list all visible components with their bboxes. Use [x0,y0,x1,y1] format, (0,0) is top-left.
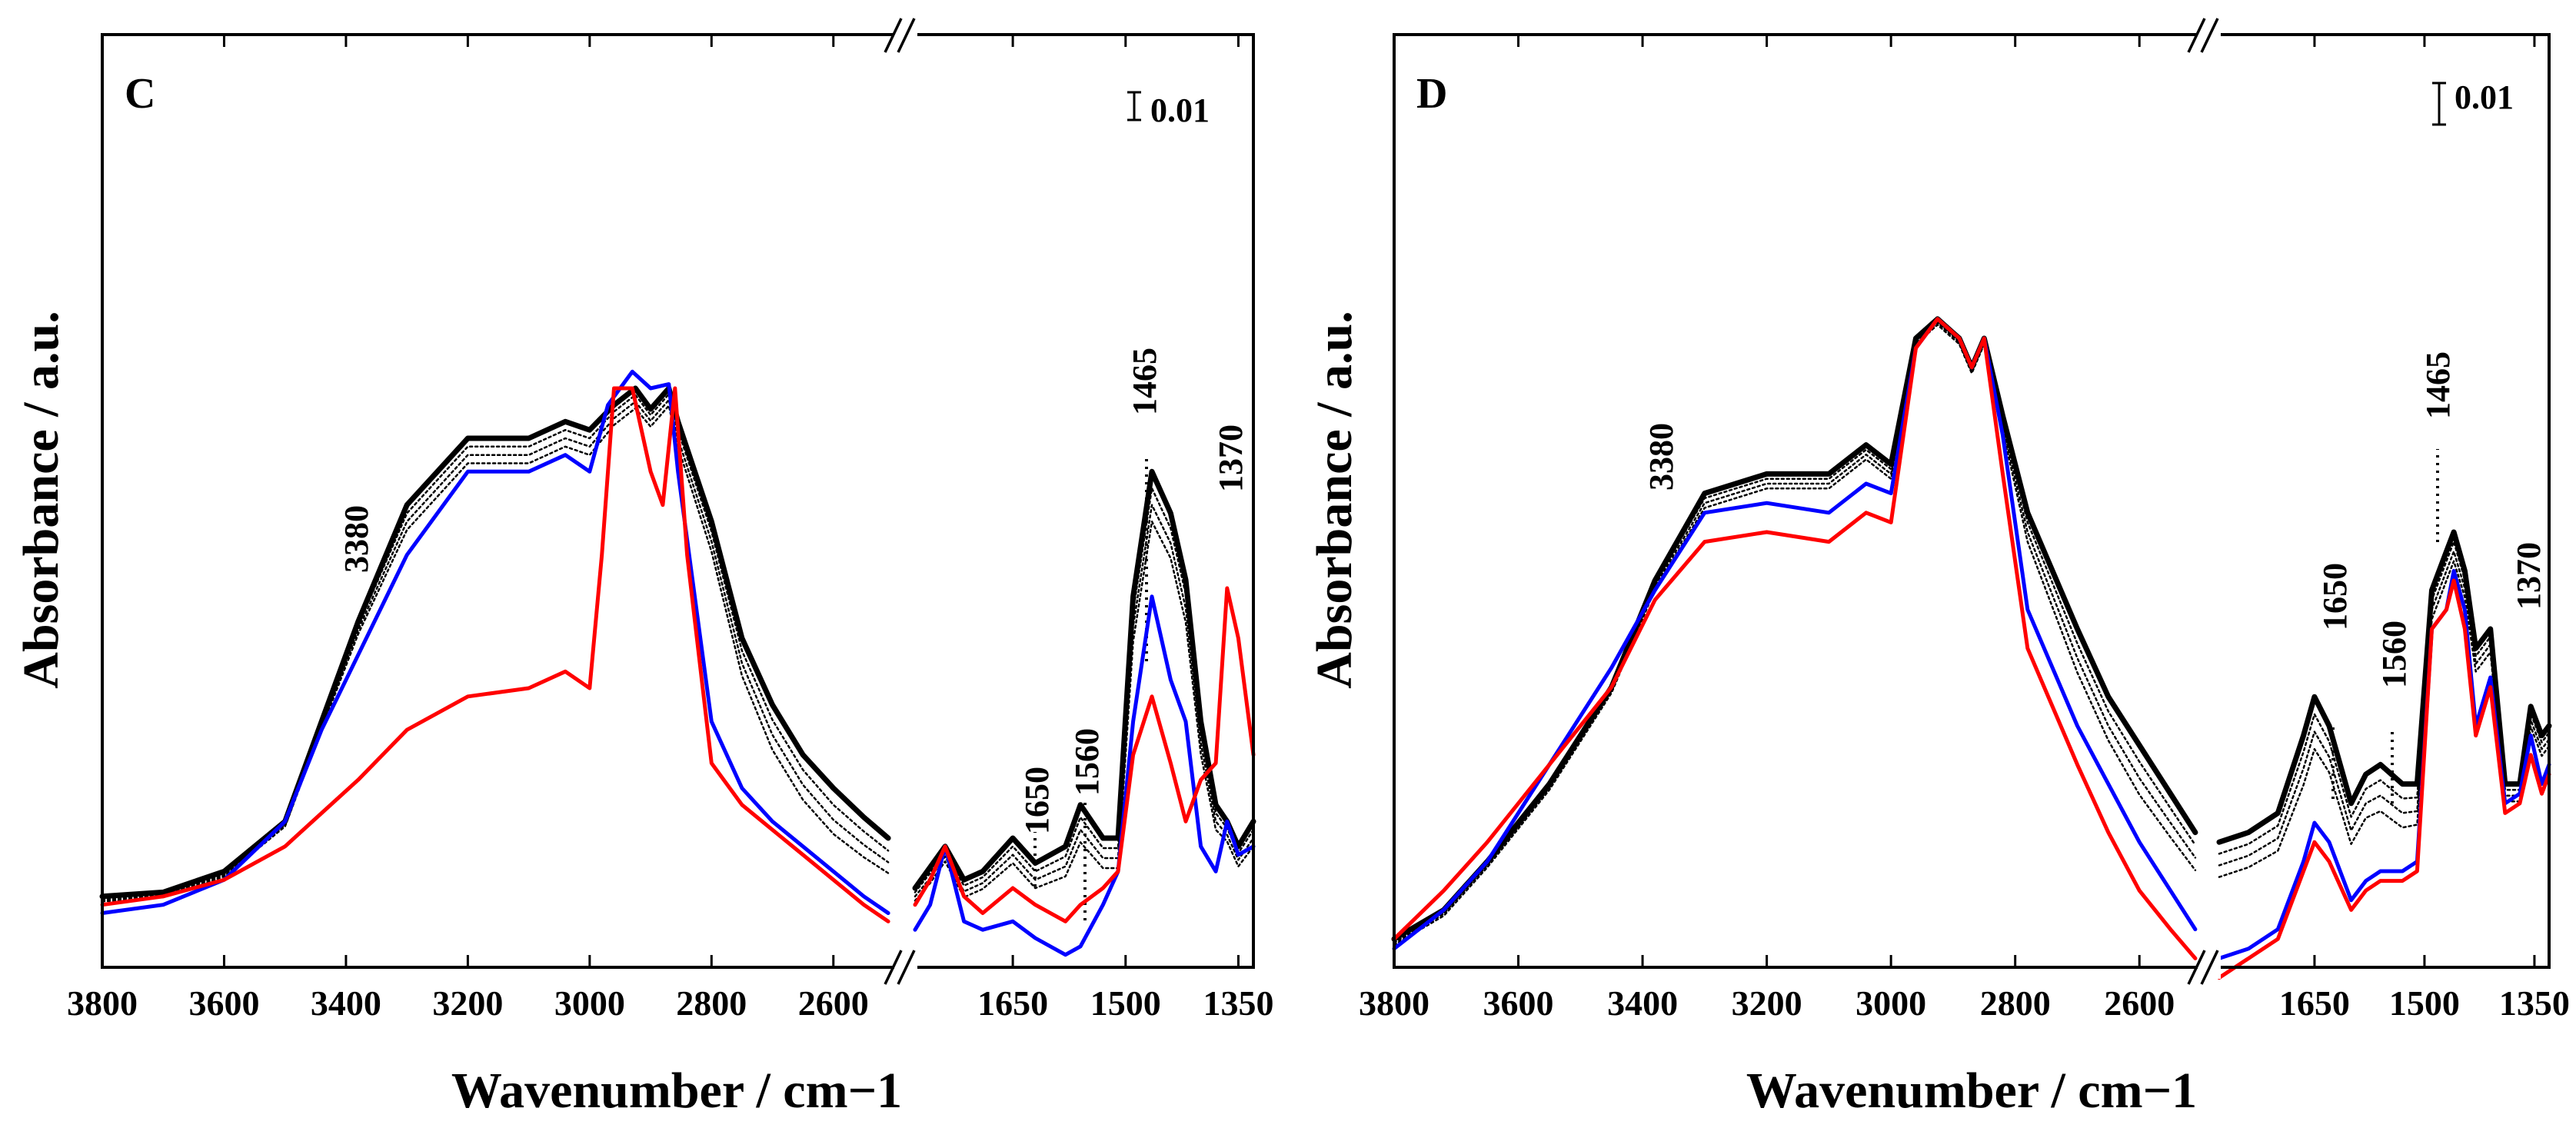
scale-bar-label: 0.01 [1150,92,1210,129]
annotation-1650: 1650 [2316,563,2354,631]
axis-break-slash-top-1 [2187,18,2206,53]
series-black-1-left [1391,316,2198,942]
series-black-3-right [914,504,1255,898]
axis-break-slash-bottom-1 [884,950,903,985]
x-tick-label: 3600 [1483,983,1554,1023]
x-tick-label: 3000 [1855,983,1926,1023]
axis-break [2187,18,2221,985]
axis-break-slash-bottom-1 [2187,950,2206,985]
x-tick-label: 1650 [977,983,1048,1023]
axis-break-slash-top-2 [2200,18,2219,53]
x-ticks: 3800 3600 3400 3200 3000 2800 2600 1650 1500 1350 [67,35,1273,1023]
x-tick-label: 3400 [1607,983,1678,1023]
x-tick-label: 2600 [2104,983,2175,1023]
x-tick-label: 3800 [1359,983,1429,1023]
series-black-3-right [2218,550,2551,867]
axis-break-slash-top-1 [884,18,903,53]
annotation-1370: 1370 [1212,424,1250,492]
series-group [1391,316,2552,980]
panel-letter: D [1416,70,1447,118]
x-axis-title: Wavenumber / cm−1 [1746,1063,2197,1119]
series-red-right [913,586,1256,923]
series-red-right [2217,578,2551,980]
annotation-1650: 1650 [1018,767,1056,834]
y-axis-title: Absorbance / a.u. [1306,311,1363,688]
x-tick-label: 3200 [1732,983,1802,1023]
peak-annotations: 3380 1650 1560 1465 1370 [1642,351,2548,688]
x-tick-label: 3400 [311,983,381,1023]
x-tick-label: 1350 [1203,983,1273,1023]
annotation-3380: 3380 [1642,423,1680,491]
axis-break [884,18,917,985]
series-blue-right [913,594,1256,957]
series-black-3-left [1393,321,2197,944]
series-group [99,369,1256,957]
axis-break-slash-bottom-2 [897,950,916,985]
x-tick-label: 1500 [2389,983,2460,1023]
series-black-1-right [912,468,1256,891]
x-tick-label: 3000 [554,983,625,1023]
x-tick-label: 2600 [798,983,869,1023]
series-black-4-right [2218,560,2551,878]
series-blue-left [100,369,890,915]
axis-break-slash-top-2 [897,18,916,53]
plot-frame [1393,33,2551,969]
x-tick-label: 3600 [188,983,259,1023]
series-red-left [100,386,890,923]
x-tick-label: 2800 [676,983,747,1023]
series-black-2-right [914,487,1255,893]
series-black-4-left [1393,324,2197,947]
annotation-1370: 1370 [2510,542,2548,610]
annotation-1465: 1465 [1126,348,1163,415]
series-black-2-left [1393,320,2197,942]
scale-bar: 0.01 [1127,91,1210,129]
panel-c: Absorbance / a.u. C 0.01 3800 3600 3400 320… [13,18,1273,1119]
panel-letter: C [125,70,155,118]
scale-bar: 0.01 [2432,78,2514,126]
annotation-3380: 3380 [338,505,375,573]
x-tick-label: 3200 [432,983,503,1023]
series-black-4-right [914,521,1255,902]
y-axis-title: Absorbance / a.u. [13,311,69,688]
axis-break-slash-bottom-2 [2200,950,2219,985]
annotation-1560: 1560 [1068,728,1106,796]
series-blue-left [1392,317,2198,951]
annotation-1465: 1465 [2419,351,2457,419]
series-red-left [1392,317,2198,960]
x-tick-label: 3800 [67,983,138,1023]
series-black-2-right [2218,541,2551,855]
series-black-3-left [101,398,890,901]
annotation-1560: 1560 [2375,621,2413,688]
x-tick-label: 2800 [1980,983,2051,1023]
x-tick-label: 1350 [2499,983,2570,1023]
peak-annotations: 3380 1650 1560 1465 1370 [338,348,1250,834]
x-ticks: 3800 3600 3400 3200 3000 2800 2600 1650 1500 1350 [1359,35,2570,1023]
plot-frame [101,33,1255,969]
x-tick-label: 1500 [1090,983,1161,1023]
x-tick-label: 1650 [2279,983,2350,1023]
panel-d: Absorbance / a.u. D 0.01 3800 3600 3400 320… [1306,18,2570,1119]
x-axis-title: Wavenumber / cm−1 [451,1063,902,1119]
scale-bar-label: 0.01 [2455,78,2514,116]
